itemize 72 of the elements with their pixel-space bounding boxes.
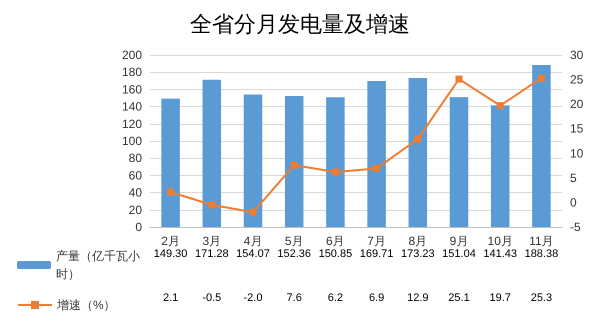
- data-label: 151.04: [442, 248, 476, 260]
- x-tick-label: 2月: [161, 234, 180, 248]
- y2-tick-label: 25: [570, 72, 584, 87]
- data-label: -0.5: [202, 292, 222, 304]
- y2-tick-label: 5: [570, 170, 577, 185]
- data-label: 152.36: [277, 248, 312, 260]
- point: [250, 208, 256, 216]
- legend-label: 增速（%）: [56, 298, 116, 312]
- data-label: 6.2: [328, 292, 344, 304]
- bar: [408, 78, 428, 227]
- point: [373, 165, 380, 172]
- x-tick-label: 8月: [408, 234, 428, 248]
- y-tick-label: 160: [122, 82, 142, 96]
- x-tick-label: 9月: [450, 234, 468, 248]
- x-tick-label: 10月: [488, 234, 513, 248]
- point: [167, 188, 174, 196]
- x-tick-label: 5月: [284, 234, 304, 248]
- point: [456, 76, 462, 83]
- bar: [202, 80, 222, 227]
- bar: [490, 105, 510, 227]
- data-label: 188.38: [524, 248, 558, 260]
- y2-tick-label: 15: [570, 122, 584, 136]
- y-tick-label: 80: [128, 151, 142, 166]
- point: [290, 162, 298, 169]
- data-label: 150.85: [318, 248, 352, 260]
- y-tick-label: 140: [122, 100, 142, 114]
- point: [414, 136, 422, 143]
- bar: [532, 64, 551, 227]
- chart-title: 全省分月发电量及增速: [190, 12, 410, 36]
- y2-tick-label: 30: [570, 48, 584, 62]
- data-label: 171.28: [194, 248, 229, 260]
- y2-tick-label: 20: [570, 97, 584, 112]
- bar: [326, 97, 345, 227]
- y-tick-label: 40: [128, 186, 142, 200]
- data-label: -2.0: [244, 292, 262, 304]
- y2-tick-label: 0: [570, 195, 577, 210]
- data-label: 173.23: [400, 248, 435, 260]
- legend-label: 产量（亿千瓦小时）: [56, 249, 140, 281]
- y-tick-label: 200: [122, 48, 142, 62]
- x-tick-label: 4月: [244, 234, 262, 248]
- data-label: 169.71: [360, 248, 394, 260]
- y-tick-label: 180: [122, 65, 142, 80]
- data-label: 6.9: [368, 292, 384, 304]
- y2-tick-label: -5: [570, 220, 581, 234]
- data-label: 154.07: [236, 248, 270, 260]
- bar: [367, 81, 386, 227]
- x-tick-label: 6月: [326, 234, 345, 248]
- data-label: 2.1: [162, 292, 178, 304]
- bar: [244, 94, 262, 227]
- data-label: 25.1: [448, 292, 470, 304]
- y-tick-label: 100: [122, 134, 142, 148]
- x-tick-label: 7月: [367, 234, 386, 248]
- data-label: 7.6: [286, 292, 302, 304]
- data-label: 19.7: [489, 292, 511, 304]
- point: [538, 74, 545, 82]
- point: [332, 168, 339, 176]
- y-tick-label: 120: [122, 116, 142, 131]
- y2-tick-label: 10: [570, 146, 584, 160]
- x-tick-label: 3月: [202, 234, 222, 248]
- y-tick-label: 0: [135, 220, 142, 234]
- data-label: 141.43: [483, 248, 518, 260]
- x-tick-label: 11月: [529, 234, 554, 248]
- bar: [450, 97, 468, 227]
- y-tick-label: 60: [128, 168, 142, 182]
- point: [496, 102, 504, 110]
- data-label: 12.9: [407, 292, 429, 304]
- y-tick-label: 20: [128, 202, 142, 217]
- bar: [284, 96, 304, 227]
- point: [208, 201, 216, 208]
- data-label: 149.30: [154, 248, 188, 260]
- data-label: 25.3: [530, 292, 552, 304]
- bar: [161, 98, 180, 227]
